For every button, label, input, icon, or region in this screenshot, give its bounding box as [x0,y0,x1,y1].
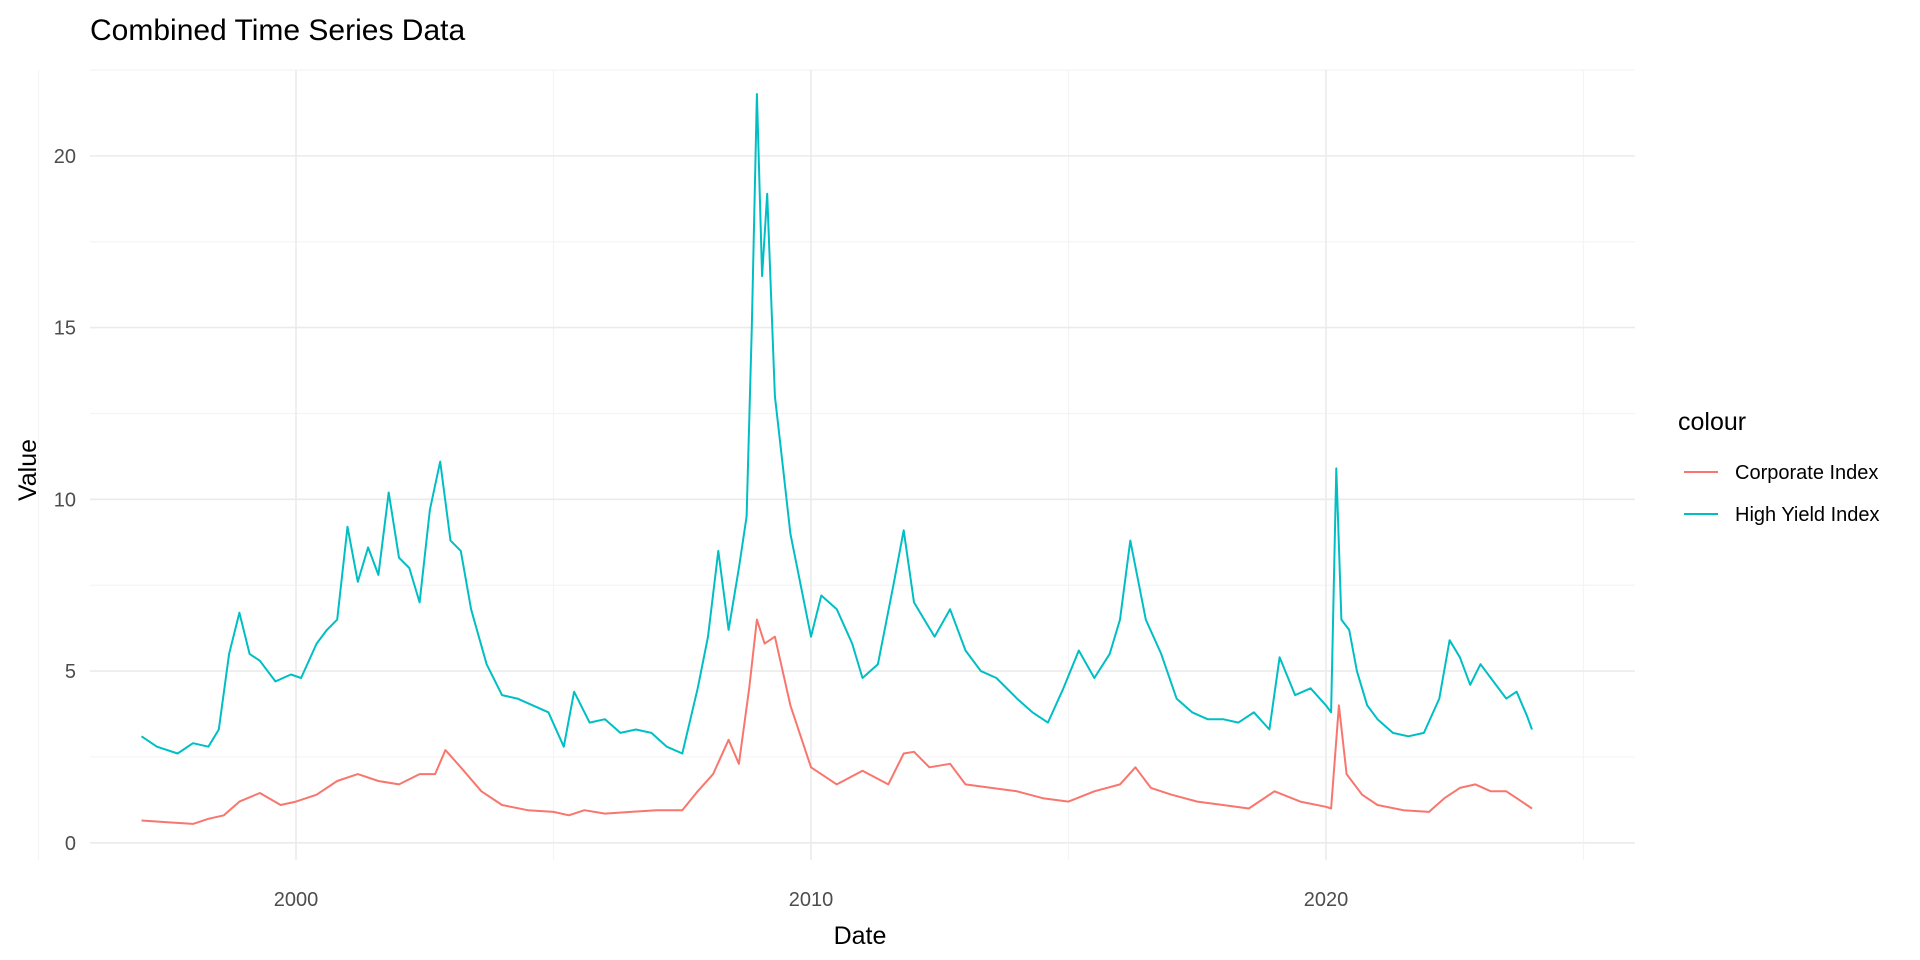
series-lines [140,93,1533,825]
legend: colour Corporate Index High Yield Index [1678,408,1880,526]
legend-label: Corporate Index [1735,462,1878,484]
y-tick-label: 0 [65,833,76,855]
series-line-corporate-index [141,618,1533,825]
y-tick-label: 15 [54,318,76,340]
y-axis-title: Value [14,439,42,501]
y-tick-label: 5 [65,661,76,683]
y-axis-ticks: 0 5 10 15 20 [54,146,76,855]
y-tick-label: 10 [54,489,76,511]
x-axis-ticks: 2000 2010 2020 [274,889,1349,911]
x-tick-label: 2000 [274,889,319,911]
legend-items: Corporate Index High Yield Index [1684,462,1880,526]
chart-title: Combined Time Series Data [90,14,465,47]
series-line-high-yield-index [140,93,1533,755]
legend-label: High Yield Index [1735,504,1880,526]
plot-grid [37,69,1635,860]
y-tick-label: 20 [54,146,76,168]
x-axis-title: Date [834,922,887,950]
x-tick-label: 2020 [1304,889,1349,911]
legend-title: colour [1678,408,1746,436]
x-tick-label: 2010 [789,889,834,911]
